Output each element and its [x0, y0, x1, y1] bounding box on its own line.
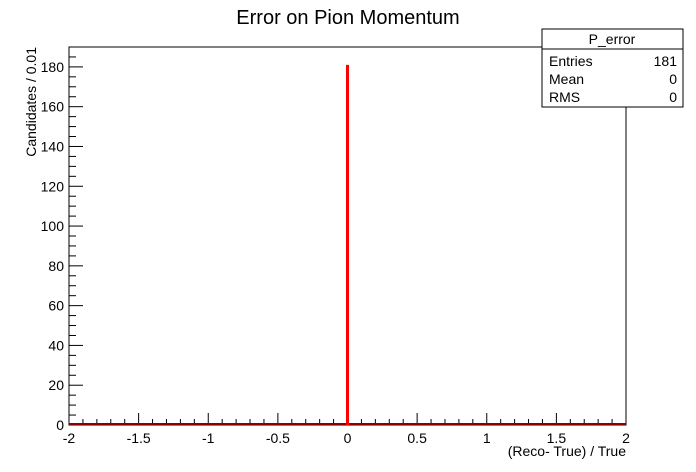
x-tick-label: 0 [344, 430, 352, 446]
y-tick-label: 140 [41, 138, 65, 154]
x-axis-title: (Reco- True) / True [508, 443, 626, 459]
stats-box: P_error Entries 181 Mean 0 RMS 0 [541, 28, 684, 108]
y-tick-label: 160 [41, 99, 65, 115]
y-axis-title: Candidates / 0.01 [23, 47, 39, 157]
stats-rms-label: RMS [549, 89, 580, 105]
x-tick-label: -2 [63, 430, 76, 446]
y-tick-label: 80 [48, 258, 64, 274]
y-tick-label: 60 [48, 298, 64, 314]
stats-entries-label: Entries [549, 53, 593, 69]
x-tick-label: 1.5 [547, 430, 567, 446]
stats-entries-value: 181 [654, 53, 678, 69]
stats-box-name: P_error [589, 31, 636, 47]
y-tick-label: 180 [41, 59, 65, 75]
x-tick-label: 1 [483, 430, 491, 446]
chart-title: Error on Pion Momentum [236, 7, 459, 29]
y-axis: 0 20 40 60 80 100 120 140 160 180 [41, 46, 83, 433]
stats-box-frame [541, 28, 684, 108]
y-tick-label: 0 [56, 417, 64, 433]
histogram-bars [69, 64, 626, 425]
y-tick-label: 20 [48, 377, 64, 393]
stats-rms-value: 0 [669, 89, 677, 105]
stats-mean-value: 0 [669, 71, 677, 87]
x-tick-label: -0.5 [266, 430, 290, 446]
y-tick-label: 100 [41, 218, 65, 234]
y-tick-label: 120 [41, 178, 65, 194]
x-tick-label: 0.5 [407, 430, 427, 446]
x-tick-label: -1 [202, 430, 215, 446]
x-tick-label: 2 [622, 430, 630, 446]
x-tick-label: -1.5 [127, 430, 151, 446]
stats-mean-label: Mean [549, 71, 584, 87]
y-tick-label: 40 [48, 337, 64, 353]
